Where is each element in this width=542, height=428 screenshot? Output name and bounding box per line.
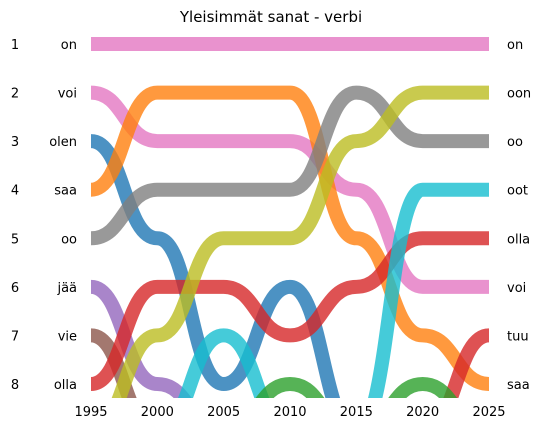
series-label-right-saa: saa [507,378,530,393]
series-label-right-oo: oo [507,135,523,150]
series-label-right-olla: olla [507,232,530,247]
series-layer [91,44,489,428]
series-label-left-on: on [61,38,77,53]
y-tick-label: 2 [11,87,19,102]
x-tick-label: 2025 [472,405,505,420]
series-label-left-oo: oo [61,232,77,247]
y-tick-label: 5 [11,232,19,247]
series-label-right-tuu: tuu [507,329,529,344]
series-label-right-oon: oon [507,87,531,102]
y-axis-ticks: 1 2 3 4 5 6 7 8 [11,38,19,393]
series-label-left-olla: olla [54,378,77,393]
series-label-left-jaa: jää [56,281,77,296]
y-tick-label: 6 [11,281,19,296]
x-axis-ticks: 1995 2000 2005 2010 2015 2020 2025 [74,405,505,420]
y-tick-label: 3 [11,135,19,150]
y-tick-label: 8 [11,378,19,393]
x-tick-label: 2015 [340,405,373,420]
series-line-olla [91,238,489,384]
x-tick-label: 1995 [74,405,107,420]
x-tick-label: 2020 [406,405,439,420]
x-tick-label: 2000 [141,405,174,420]
series-label-left-saa: saa [54,184,77,199]
chart-title: Yleisimmät sanat - verbi [179,8,362,26]
series-line-oo [91,93,489,239]
series-label-left-voi: voi [58,87,77,102]
y-tick-label: 7 [11,329,19,344]
series-label-right-voi: voi [507,281,526,296]
y-tick-label: 1 [11,38,19,53]
series-label-left-olen: olen [49,135,77,150]
series-label-right-on: on [507,38,523,53]
series-label-left-vie: vie [58,329,77,344]
x-tick-label: 2005 [207,405,240,420]
y-tick-label: 4 [11,184,19,199]
series-label-right-oot: oot [507,184,528,199]
x-tick-label: 2010 [273,405,306,420]
